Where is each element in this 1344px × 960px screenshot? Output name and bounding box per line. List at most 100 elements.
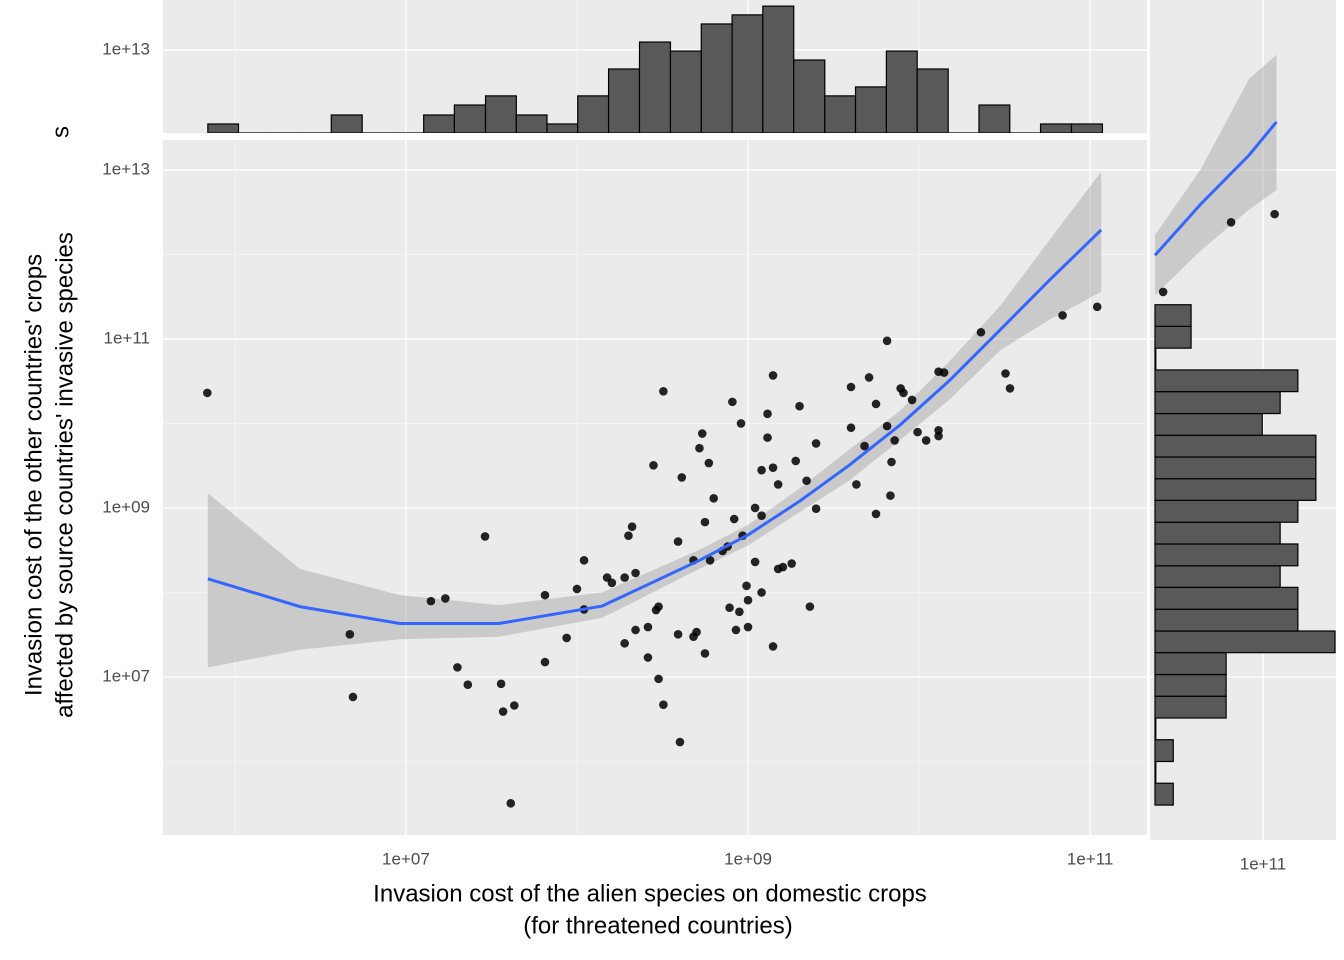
point xyxy=(934,425,943,435)
bar xyxy=(1154,369,1299,393)
bar xyxy=(638,41,672,133)
point xyxy=(498,707,508,716)
point xyxy=(704,458,714,468)
bar xyxy=(1154,673,1227,697)
bar xyxy=(669,50,702,133)
bar xyxy=(700,23,733,133)
bar xyxy=(1154,652,1227,676)
y-tick-label: 1e+11 xyxy=(104,328,150,347)
point xyxy=(345,630,355,639)
bar xyxy=(1154,347,1157,371)
point xyxy=(697,429,707,438)
point xyxy=(675,737,685,747)
y-tick-label: 1e+13 xyxy=(102,159,150,178)
point xyxy=(1058,311,1067,320)
bar xyxy=(207,123,240,133)
point xyxy=(795,401,804,411)
bar xyxy=(824,95,857,133)
point xyxy=(1005,384,1015,393)
bar xyxy=(423,114,455,133)
point xyxy=(811,439,821,448)
point xyxy=(649,460,658,470)
point xyxy=(725,603,734,613)
point xyxy=(887,457,896,467)
point xyxy=(496,679,506,689)
bar xyxy=(237,132,271,133)
point xyxy=(631,568,640,578)
bar xyxy=(978,104,1011,133)
point xyxy=(871,509,881,519)
point xyxy=(624,531,633,540)
point xyxy=(509,701,519,710)
point xyxy=(709,494,719,503)
bar xyxy=(1154,630,1336,654)
point xyxy=(1092,302,1102,312)
point xyxy=(729,514,739,524)
bar xyxy=(854,86,887,133)
y-axis-title: affected by source countries' invasive s… xyxy=(51,232,78,718)
point xyxy=(768,371,778,380)
point xyxy=(692,627,701,637)
y-axis-title: Invasion cost of the other countries' cr… xyxy=(20,254,47,696)
bar xyxy=(1154,739,1174,763)
point xyxy=(643,653,653,662)
point xyxy=(860,441,869,451)
point xyxy=(864,373,874,382)
bar xyxy=(916,68,949,133)
point xyxy=(913,427,922,437)
point xyxy=(480,532,490,541)
bar xyxy=(1154,717,1157,741)
y-tick-label: 1e+09 xyxy=(102,497,150,516)
point xyxy=(890,436,899,445)
point xyxy=(939,368,949,377)
point xyxy=(757,511,766,521)
point xyxy=(579,556,589,565)
main-panel xyxy=(163,140,1147,835)
bar xyxy=(299,132,332,133)
bar xyxy=(330,114,363,133)
bar xyxy=(361,132,394,133)
point xyxy=(846,423,856,433)
point xyxy=(763,409,772,419)
y-tick-label: 1e+13 xyxy=(102,39,150,58)
bar xyxy=(731,14,764,133)
bar xyxy=(1154,325,1192,349)
fit-line xyxy=(1153,120,1278,257)
point xyxy=(463,680,473,690)
point xyxy=(921,436,931,445)
confidence-band xyxy=(1155,54,1277,296)
point xyxy=(1001,369,1010,378)
x-tick-label: 1e+11 xyxy=(1240,854,1286,873)
bar xyxy=(1154,499,1299,523)
bar xyxy=(577,95,610,133)
bar xyxy=(1154,521,1281,545)
y-axis-title: s xyxy=(47,126,74,138)
point xyxy=(743,622,753,632)
confidence-band xyxy=(207,171,1102,668)
bar xyxy=(793,59,826,133)
bar xyxy=(607,68,641,133)
x-tick-label: 1e+07 xyxy=(382,849,430,868)
point xyxy=(886,491,895,500)
main-plot xyxy=(163,140,1147,835)
right-histogram xyxy=(1150,0,1336,840)
point xyxy=(348,692,358,702)
bar xyxy=(1154,456,1317,480)
point xyxy=(631,625,640,635)
point xyxy=(802,476,811,486)
point xyxy=(791,456,801,466)
bar xyxy=(1154,586,1299,610)
point xyxy=(907,395,917,405)
point xyxy=(627,522,637,532)
bar xyxy=(1154,434,1317,458)
bar xyxy=(1154,695,1227,719)
point xyxy=(654,602,663,611)
point xyxy=(607,578,617,588)
bar xyxy=(885,50,918,133)
point xyxy=(805,602,815,611)
bar xyxy=(1154,412,1263,436)
point xyxy=(620,639,629,648)
point xyxy=(572,584,582,594)
point xyxy=(1226,218,1236,227)
point xyxy=(643,622,653,632)
